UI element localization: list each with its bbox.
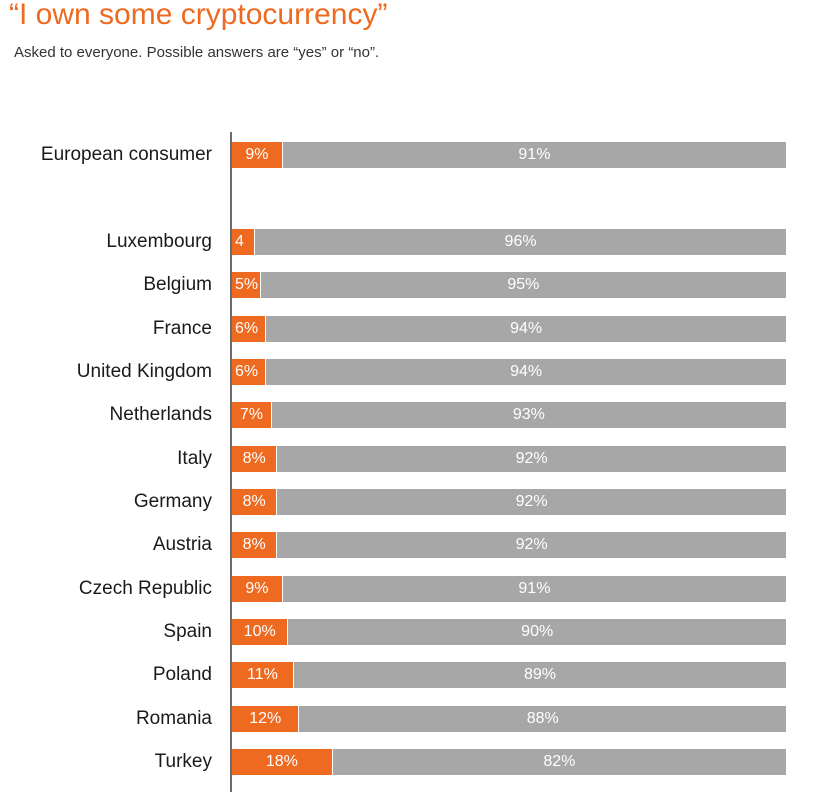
category-label: Turkey xyxy=(154,751,212,772)
bar-segment-no: 92% xyxy=(277,489,786,515)
bar-segment-no: 96% xyxy=(255,229,786,255)
data-label-no: 92% xyxy=(515,493,548,510)
category-label: Germany xyxy=(133,491,212,512)
data-label-yes: 18% xyxy=(265,753,298,770)
category-label: Czech Republic xyxy=(78,578,212,599)
data-label-no: 82% xyxy=(543,753,576,770)
y-axis-line xyxy=(230,132,232,792)
bar-segment-no: 92% xyxy=(277,532,786,558)
bar-segment-no: 91% xyxy=(282,576,786,602)
bar-segment-no: 90% xyxy=(288,619,786,645)
data-label-no: 91% xyxy=(518,146,551,163)
data-label-no: 94% xyxy=(510,363,543,380)
data-label-yes: 12% xyxy=(249,710,282,727)
bar-segment-yes: 10% xyxy=(232,619,288,645)
category-label: Poland xyxy=(152,664,212,685)
bar-segment-no: 91% xyxy=(282,142,786,168)
data-label-yes: 10% xyxy=(243,623,276,640)
bar-segment-yes: 9% xyxy=(232,576,282,602)
data-label-no: 94% xyxy=(510,320,543,337)
category-label: Belgium xyxy=(143,274,212,295)
chart-subtitle: Asked to everyone. Possible answers are … xyxy=(14,44,380,61)
data-label-yes: 8% xyxy=(242,536,266,553)
bar-segment-yes: 11% xyxy=(232,662,293,688)
data-label-no: 89% xyxy=(523,666,556,683)
bar-segment-no: 92% xyxy=(277,446,786,472)
bar-segment-yes: 8% xyxy=(232,532,277,558)
bar-segment-no: 93% xyxy=(271,402,786,428)
data-label-no: 92% xyxy=(515,536,548,553)
bar-segment-no: 94% xyxy=(266,359,786,385)
bar-segment-no: 95% xyxy=(260,272,786,298)
data-label-no: 96% xyxy=(504,233,537,250)
category-label: United Kingdom xyxy=(76,361,212,382)
data-label-yes: 9% xyxy=(245,146,269,163)
data-label-no: 93% xyxy=(512,406,545,423)
data-label-no: 92% xyxy=(515,450,548,467)
data-label-yes: 4 xyxy=(235,233,244,250)
data-label-no: 95% xyxy=(507,276,540,293)
bar-segment-yes: 9% xyxy=(232,142,282,168)
data-label-no: 90% xyxy=(521,623,554,640)
bar-segment-no: 82% xyxy=(332,749,786,775)
category-label: Luxembourg xyxy=(106,231,212,252)
bar-segment-yes: 18% xyxy=(232,749,332,775)
category-label: France xyxy=(152,318,212,339)
category-label: Netherlands xyxy=(109,404,212,425)
bar-segment-yes: 8% xyxy=(232,489,277,515)
data-label-no: 91% xyxy=(518,580,551,597)
category-label: Romania xyxy=(135,708,212,729)
chart-title: “I own some cryptocurrency” xyxy=(9,0,388,31)
bar-segment-no: 89% xyxy=(293,662,786,688)
data-label-yes: 7% xyxy=(239,406,263,423)
data-label-yes: 6% xyxy=(235,363,259,380)
bar-segment-no: 94% xyxy=(266,316,786,342)
data-label-no: 88% xyxy=(526,710,559,727)
bar-segment-no: 88% xyxy=(299,706,786,732)
data-label-yes: 9% xyxy=(245,580,269,597)
category-label: Austria xyxy=(152,534,212,555)
bar-segment-yes: 6% xyxy=(232,316,266,342)
bar-segment-yes: 7% xyxy=(232,402,271,428)
data-label-yes: 5% xyxy=(235,276,259,293)
bar-segment-yes: 12% xyxy=(232,706,299,732)
category-label: European consumer xyxy=(40,144,212,165)
data-label-yes: 8% xyxy=(242,450,266,467)
bar-segment-yes: 6% xyxy=(232,359,266,385)
data-label-yes: 8% xyxy=(242,493,266,510)
category-label: Spain xyxy=(163,621,212,642)
bar-segment-yes: 8% xyxy=(232,446,277,472)
data-label-yes: 11% xyxy=(247,666,278,683)
category-label: Italy xyxy=(177,448,212,469)
bar-segment-yes: 4 xyxy=(232,229,255,255)
bar-segment-yes: 5% xyxy=(232,272,260,298)
data-label-yes: 6% xyxy=(235,320,259,337)
